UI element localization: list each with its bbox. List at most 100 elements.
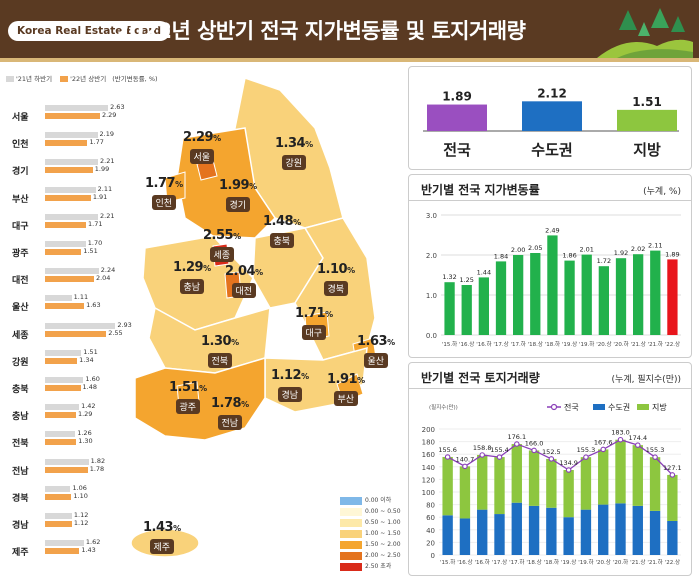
prev-bar xyxy=(45,268,99,275)
metro-bar xyxy=(598,504,609,555)
metro-bar xyxy=(459,518,471,555)
prev-bar xyxy=(45,349,82,356)
total-point xyxy=(635,442,641,448)
header-banner: Korea Real Estate Board 2022년 상반기 전국 지가변… xyxy=(0,0,699,62)
total-value: 155.3 xyxy=(646,446,665,454)
prev-value: 1.51 xyxy=(83,347,98,356)
price-bar xyxy=(667,259,678,335)
region-row: 충남 1.42 1.29 xyxy=(0,401,120,427)
price-value: 2.00 xyxy=(511,246,525,254)
region-name: 서울 xyxy=(12,113,29,123)
metro-bar xyxy=(442,515,453,555)
curr-value: 1.78 xyxy=(89,464,105,473)
prev-value: 2.93 xyxy=(117,320,132,329)
prev-value: 1.42 xyxy=(81,402,96,411)
x-tick-label: '21.상 xyxy=(630,558,645,566)
total-point xyxy=(462,463,468,470)
metro-bar xyxy=(511,502,522,555)
map-label-ulsan: 1.63% 울산 xyxy=(357,334,395,368)
map-legend-item: 0.50 ~ 1.00 xyxy=(340,518,401,529)
total-value: 166.0 xyxy=(525,439,544,447)
total-value: 152.5 xyxy=(542,448,561,456)
legend-swatch xyxy=(593,404,605,410)
x-tick-label: '19.상 xyxy=(562,340,577,348)
map-legend-swatch xyxy=(340,551,362,560)
metro-bar xyxy=(632,505,643,555)
total-point xyxy=(531,447,537,454)
legend-swatch xyxy=(637,404,649,410)
metro-bar xyxy=(580,509,592,555)
prev-value: 1.11 xyxy=(73,293,89,302)
map-legend-label: 0.00 ~ 0.50 xyxy=(365,508,401,515)
total-value: 176.1 xyxy=(507,433,526,441)
total-value: 174.4 xyxy=(628,434,647,442)
transaction-title: 반기별 전국 토지거래량 xyxy=(421,371,540,385)
region-row: 경북 1.06 1.10 xyxy=(0,483,120,509)
summary-label: 지방 xyxy=(633,141,661,159)
region-name: 광주 xyxy=(12,249,29,259)
x-tick-label: '15.하 xyxy=(442,340,457,348)
price-value: 2.05 xyxy=(528,244,542,252)
transaction-unit: (누계, 필지수(만)) xyxy=(611,375,681,385)
metro-bar xyxy=(649,510,661,555)
curr-value: 1.91 xyxy=(92,192,108,201)
total-value: 155.3 xyxy=(577,446,596,454)
price-bar xyxy=(495,261,507,335)
curr-value: 2.29 xyxy=(101,111,117,119)
region-row: 전남 1.82 1.78 xyxy=(0,456,120,482)
region-name: 대구 xyxy=(12,221,29,232)
curr-bar xyxy=(45,221,87,228)
total-point xyxy=(444,454,451,460)
metro-bar xyxy=(494,514,505,555)
x-tick-label: '16.하 xyxy=(476,340,491,348)
price-value: 1.84 xyxy=(494,252,508,260)
legend-curr-label: '22년 상반기 xyxy=(70,75,107,83)
map-legend-item: 2.00 ~ 2.50 xyxy=(340,551,401,562)
province-bar xyxy=(667,474,678,521)
page-title: 2022년 상반기 전국 지가변동률 및 토지거래량 xyxy=(115,19,526,43)
x-tick-label: '17.하 xyxy=(510,340,525,348)
total-point xyxy=(617,436,624,443)
x-tick-label: '19.하 xyxy=(579,340,594,348)
y-tick-label: 0 xyxy=(431,552,435,560)
region-name: 대전 xyxy=(12,276,29,287)
curr-bar xyxy=(45,276,94,283)
y-axis-unit: (필지수(만)) xyxy=(429,403,458,411)
x-tick-label: '22.상 xyxy=(665,558,680,566)
y-tick-label: 100 xyxy=(422,489,435,497)
province-bar xyxy=(528,450,540,506)
region-name: 제주 xyxy=(12,548,29,559)
curr-value: 1.43 xyxy=(81,546,96,555)
curr-bar xyxy=(45,466,88,473)
prev-bar xyxy=(45,322,116,329)
x-tick-label: '19.하 xyxy=(578,558,593,566)
total-point xyxy=(548,456,555,462)
curr-bar xyxy=(45,548,80,555)
region-row: 경남 1.12 1.12 xyxy=(0,510,120,536)
total-point xyxy=(583,454,589,460)
prev-bar xyxy=(45,513,72,519)
province-bar xyxy=(546,458,557,508)
prev-value: 2.24 xyxy=(100,266,116,275)
x-tick-label: '20.상 xyxy=(596,340,611,348)
summary-value: 1.89 xyxy=(442,90,472,104)
x-tick-label: '19.상 xyxy=(561,558,576,566)
curr-value: 1.34 xyxy=(79,355,94,364)
y-tick-label: 3.0 xyxy=(426,212,437,220)
region-row: 충북 1.60 1.48 xyxy=(0,374,120,400)
curr-value: 1.63 xyxy=(86,301,101,310)
curr-value: 1.29 xyxy=(77,410,93,419)
price-bar xyxy=(650,250,661,335)
total-value: 167.6 xyxy=(594,438,613,446)
curr-bar xyxy=(45,357,78,364)
x-tick-label: '20.상 xyxy=(596,558,611,566)
metro-bar xyxy=(477,509,488,555)
map-label-incheon: 1.77% 인천 xyxy=(145,176,183,210)
map-legend-item: 2.50 초과 xyxy=(340,562,400,573)
map-legend-swatch xyxy=(340,529,362,538)
curr-bar xyxy=(45,439,77,446)
map-legend-label: 0.50 ~ 1.00 xyxy=(365,519,401,526)
transaction-chart: (필지수(만)) 0 20 40 60 80 100 120 140 160 180 200 전국 수도권… xyxy=(422,402,682,566)
region-row: 경기 2.21 1.99 xyxy=(0,156,120,182)
price-value: 1.44 xyxy=(477,268,491,276)
